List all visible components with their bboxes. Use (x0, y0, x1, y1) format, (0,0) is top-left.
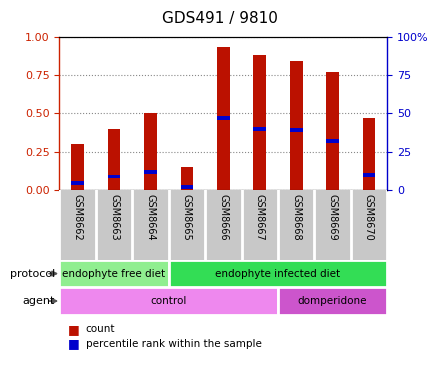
Bar (108, 175, 121, 178)
Bar (326, 72, 339, 190)
Text: GDS491 / 9810: GDS491 / 9810 (162, 11, 278, 26)
Text: GSM8664: GSM8664 (146, 194, 155, 240)
Text: protocol: protocol (10, 269, 55, 279)
Bar (169, 260, 387, 287)
Bar (290, 61, 303, 190)
Text: GSM8668: GSM8668 (291, 194, 301, 240)
Text: count: count (86, 324, 115, 335)
Bar (217, 47, 230, 190)
Text: ■: ■ (68, 323, 80, 336)
Text: control: control (150, 296, 187, 306)
Bar (108, 129, 121, 190)
Bar (363, 173, 375, 177)
Bar (326, 139, 339, 143)
Text: endophyte free diet: endophyte free diet (62, 269, 165, 279)
Bar (59, 287, 278, 315)
Text: percentile rank within the sample: percentile rank within the sample (86, 339, 262, 349)
Text: GSM8666: GSM8666 (218, 194, 228, 240)
Text: GSM8667: GSM8667 (255, 194, 265, 240)
Bar (71, 144, 84, 190)
Bar (59, 260, 169, 287)
Text: GSM8663: GSM8663 (109, 194, 119, 240)
Text: GSM8662: GSM8662 (73, 194, 83, 240)
Text: domperidone: domperidone (298, 296, 367, 306)
Bar (144, 170, 157, 174)
Bar (290, 128, 303, 132)
Text: GSM8665: GSM8665 (182, 194, 192, 240)
Text: endophyte infected diet: endophyte infected diet (215, 269, 341, 279)
Text: agent: agent (22, 296, 55, 306)
Bar (180, 185, 193, 189)
Bar (71, 181, 84, 184)
Bar (253, 127, 266, 131)
Text: ■: ■ (68, 337, 80, 351)
Bar (253, 55, 266, 190)
Bar (144, 113, 157, 190)
Bar (217, 116, 230, 120)
Text: GSM8670: GSM8670 (364, 194, 374, 240)
Bar (278, 287, 387, 315)
Text: GSM8669: GSM8669 (327, 194, 337, 240)
Bar (363, 118, 375, 190)
Bar (180, 167, 193, 190)
